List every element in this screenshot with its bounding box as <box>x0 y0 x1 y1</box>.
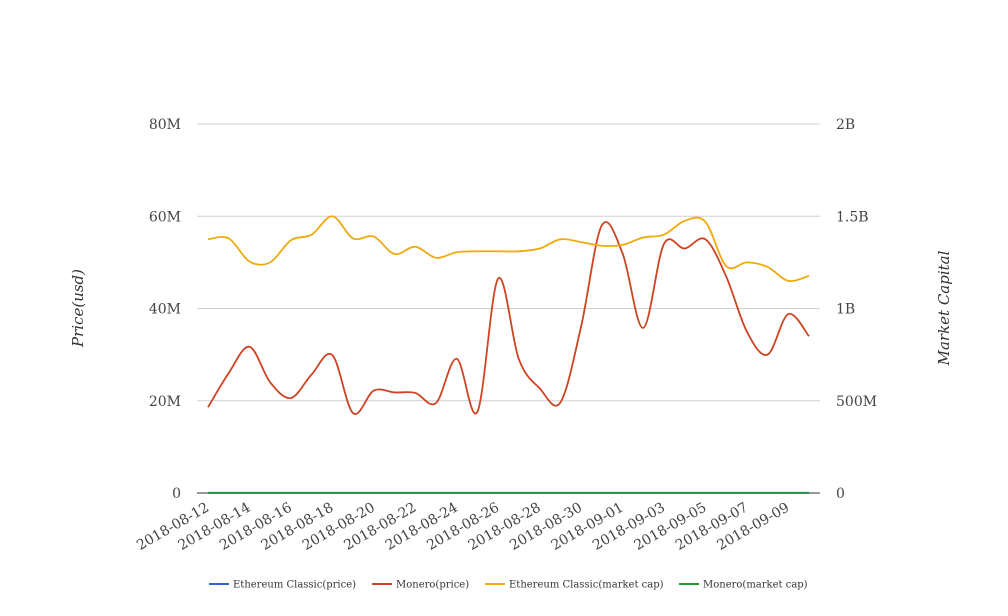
right-tick-label: 1.5B <box>836 209 869 225</box>
legend-label-monero-market-cap: Monero(market cap) <box>703 580 808 591</box>
left-tick-label: 60M <box>149 209 181 225</box>
right-axis-title: Market Capital <box>935 250 953 366</box>
left-tick-label: 40M <box>149 302 181 318</box>
left-axis-title: Price(usd) <box>69 269 87 348</box>
legend-label-ethereum-classic-market-cap: Ethereum Classic(market cap) <box>509 580 664 591</box>
right-tick-label: 1B <box>836 302 855 318</box>
series-line-ethereum-classic-market-cap <box>207 215 810 282</box>
left-tick-label: 20M <box>149 394 181 410</box>
right-tick-label: 2B <box>836 117 855 133</box>
legend: Ethereum Classic(price) Monero(price) Ethe… <box>209 580 808 591</box>
right-tick-label: 0 <box>836 486 845 502</box>
x-axis-ticks: 2018-08-122018-08-142018-08-162018-08-18… <box>134 500 792 554</box>
right-tick-label: 500M <box>836 394 877 410</box>
right-axis-ticks: 0 500M 1B 1.5B 2B <box>836 117 877 502</box>
left-tick-label: 80M <box>149 117 181 133</box>
series-line-monero-price <box>207 221 810 415</box>
series-lines <box>207 215 810 494</box>
legend-label-monero-price: Monero(price) <box>396 580 469 591</box>
legend-label-ethereum-classic-price: Ethereum Classic(price) <box>233 580 356 591</box>
left-axis-ticks: 0 20M 40M 60M 80M <box>149 117 181 502</box>
left-tick-label: 0 <box>172 486 181 502</box>
